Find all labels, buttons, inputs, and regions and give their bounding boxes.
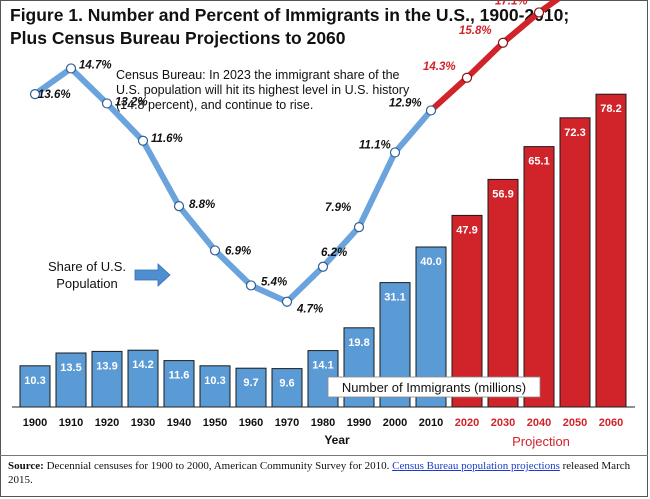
share-label-2020: 14.3% (423, 61, 456, 73)
bar-value-label-2050: 72.3 (564, 127, 585, 139)
share-label-1920: 13.2% (115, 96, 148, 108)
x-tick-2020: 2020 (455, 417, 479, 429)
bar-value-label-1980: 14.1 (312, 360, 333, 372)
share-point-2000 (389, 147, 401, 158)
share-point-1900 (29, 89, 41, 100)
share-point-2020 (461, 72, 473, 83)
bar-value-label-1920: 13.9 (96, 360, 117, 372)
share-point-1930 (137, 135, 149, 146)
immigrants-chart: Census Bureau: In 2023 the immigrant sha… (12, 0, 635, 449)
bar-2050 (559, 117, 591, 408)
share-label-1950: 6.9% (225, 245, 251, 257)
bar-value-label-1990: 19.8 (348, 337, 369, 349)
bar-2020 (451, 214, 483, 408)
source-suffix: released March 2015. (8, 460, 631, 486)
x-tick-1960: 1960 (239, 417, 263, 429)
x-tick-2040: 2040 (527, 417, 551, 429)
bar-1920 (91, 350, 123, 408)
bar-value-label-1970: 9.6 (279, 378, 294, 390)
share-point-1990 (353, 221, 365, 233)
bar-value-label-2040: 65.1 (528, 156, 549, 168)
share-point-2030 (497, 37, 509, 48)
share-point-2040 (533, 7, 545, 18)
share-point-1950 (209, 245, 221, 256)
bar-value-label-1930: 14.2 (132, 359, 153, 371)
share-point-1940 (173, 200, 185, 212)
x-tick-1950: 1950 (203, 417, 227, 429)
x-tick-1920: 1920 (95, 417, 119, 429)
annotation-line-1: Census Bureau: In 2023 the immigrant sha… (116, 68, 400, 82)
share-label-1940: 8.8% (189, 199, 215, 211)
bar-value-label-1950: 10.3 (204, 375, 225, 387)
share-label-line-1: Share of U.S. (48, 259, 126, 274)
x-tick-2010: 2010 (419, 417, 443, 429)
x-tick-1910: 1910 (59, 417, 83, 429)
share-label-2010: 12.9% (389, 97, 422, 109)
source-separator (0, 455, 648, 456)
share-point-1960 (245, 280, 257, 291)
annotation-line-2: U.S. population will hit its highest lev… (116, 83, 410, 97)
share-label-2040: 17.1% (495, 0, 528, 7)
x-tick-1940: 1940 (167, 417, 191, 429)
share-point-1970 (281, 296, 293, 307)
bar-1960 (235, 367, 267, 408)
projection-label: Projection (512, 434, 570, 449)
bar-1940 (163, 360, 195, 408)
x-tick-1980: 1980 (311, 417, 335, 429)
x-axis-title: Year (324, 433, 350, 447)
share-label-1970: 4.7% (296, 304, 323, 316)
x-tick-1900: 1900 (23, 417, 47, 429)
share-label-1900: 13.6% (38, 89, 71, 101)
source-prefix: Source: (8, 460, 44, 472)
share-label-1990: 7.9% (325, 202, 351, 214)
x-tick-2050: 2050 (563, 417, 587, 429)
bar-value-label-2030: 56.9 (492, 188, 513, 200)
share-line-historical (32, 65, 434, 305)
x-tick-1970: 1970 (275, 417, 299, 429)
share-label-2030: 15.8% (459, 25, 492, 37)
x-tick-2000: 2000 (383, 417, 407, 429)
bar-value-label-1940: 11.6 (169, 370, 190, 382)
share-label-1930: 11.6% (151, 133, 183, 145)
share-point-1910 (65, 63, 77, 74)
annotation-line-3: (14.8 percent), and continue to rise. (116, 98, 313, 112)
x-tick-2060: 2060 (599, 417, 623, 429)
bar-1930 (127, 349, 159, 408)
bar-value-label-1960: 9.7 (243, 377, 258, 389)
share-arrow-icon (134, 263, 171, 287)
bar-value-label-1900: 10.3 (24, 375, 45, 387)
x-tick-1930: 1930 (131, 417, 155, 429)
share-point-1920 (101, 98, 113, 109)
bar-2030 (487, 178, 519, 408)
share-label-1980: 6.2% (321, 247, 347, 259)
bar-value-label-2060: 78.2 (600, 103, 621, 115)
bar-value-label-2010: 40.0 (420, 256, 441, 268)
bar-2040 (523, 146, 555, 408)
share-point-1980 (317, 261, 329, 272)
share-label-1960: 5.4% (261, 276, 287, 288)
share-point-2010 (425, 105, 437, 116)
share-label-1910: 14.7% (79, 59, 112, 71)
x-tick-2030: 2030 (491, 417, 515, 429)
source-note: Source: Decennial censuses for 1900 to 2… (8, 459, 640, 487)
share-label-line-2: Population (56, 276, 117, 291)
chart-title-line-1: Figure 1. Number and Percent of Immigran… (10, 5, 570, 25)
bar-value-label-2000: 31.1 (384, 292, 405, 304)
count-label: Number of Immigrants (millions) (342, 380, 526, 395)
bar-2060 (595, 93, 627, 408)
bar-1970 (271, 368, 303, 408)
bar-1950 (199, 365, 231, 408)
share-line-projected (428, 0, 562, 114)
count-label-box (327, 376, 541, 398)
bar-1910 (55, 352, 87, 408)
x-tick-1990: 1990 (347, 417, 371, 429)
bar-value-label-1910: 13.5 (60, 362, 81, 374)
bar-value-label-2020: 47.9 (456, 224, 477, 236)
chart-title-line-2: Plus Census Bureau Projections to 2060 (10, 28, 346, 48)
share-label-2000: 11.1% (359, 139, 391, 151)
projections-link[interactable]: Census Bureau population projections (392, 460, 560, 472)
source-text: Decennial censuses for 1900 to 2000, Ame… (43, 460, 393, 472)
